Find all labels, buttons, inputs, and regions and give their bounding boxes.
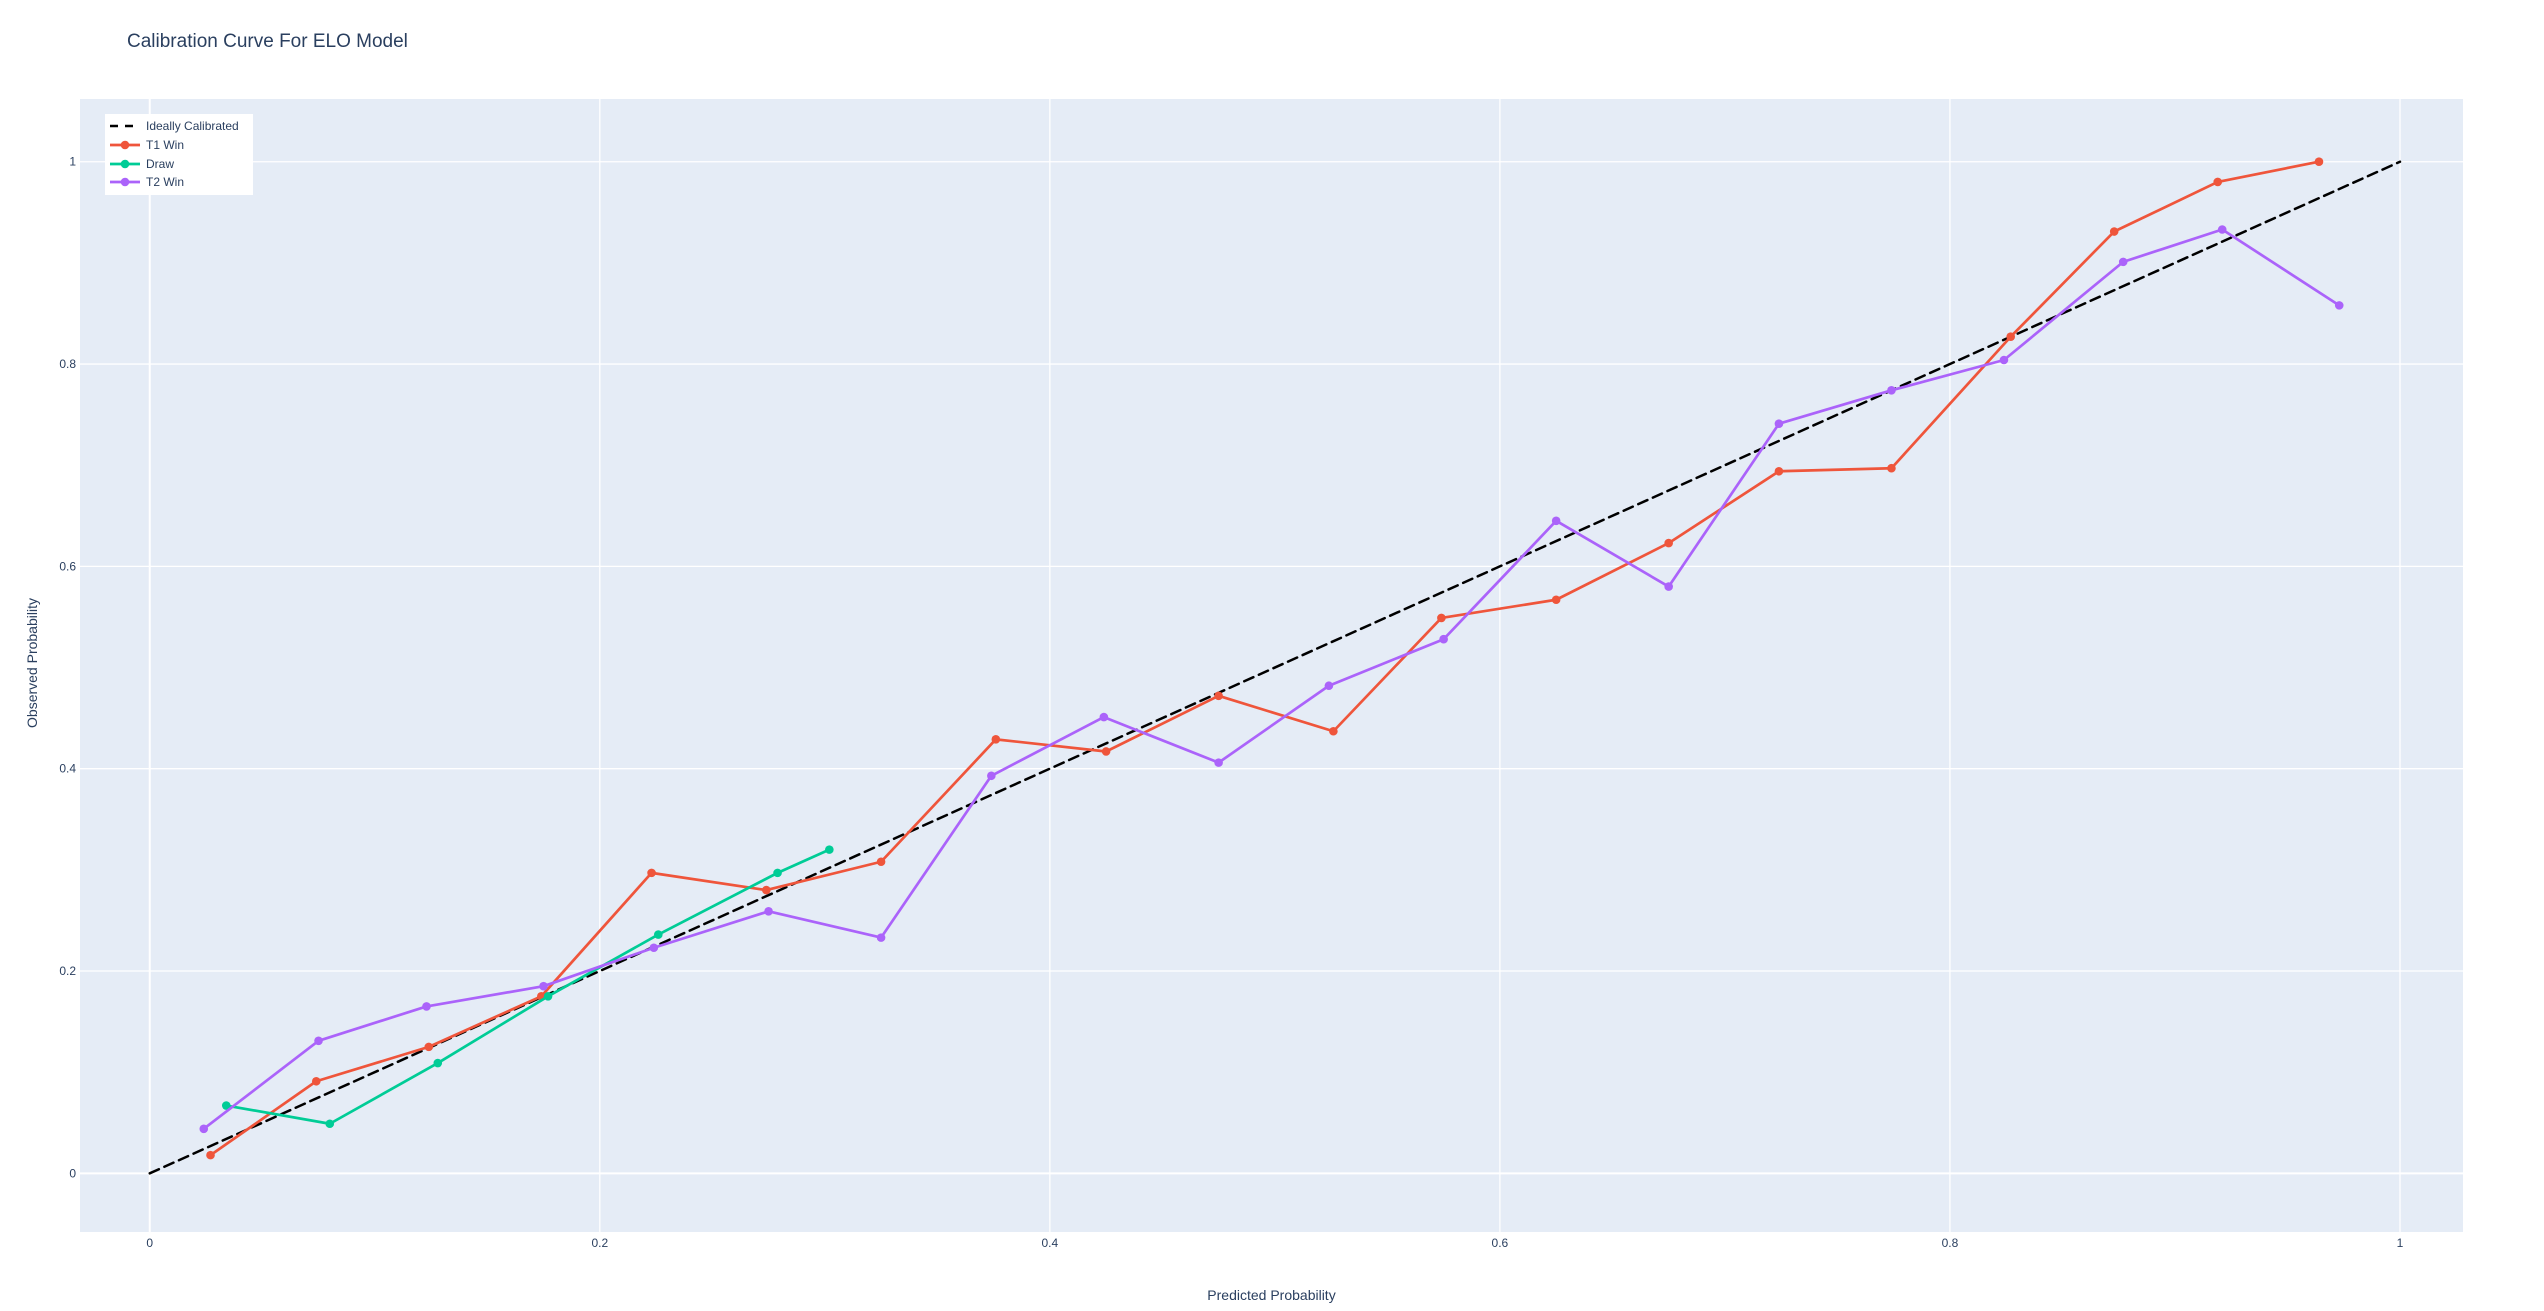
data-point-t1-win: [1214, 691, 1223, 701]
series-line-t1-win: [209, 160, 2321, 1157]
data-point-t1-win: [1774, 466, 1784, 476]
x-axis-title: Predicted Probability: [1207, 1287, 1336, 1303]
legend-sample-draw: [110, 159, 140, 169]
data-point-draw: [325, 1119, 335, 1129]
x-tick-label: 0.8: [1942, 1236, 1959, 1250]
data-point-t2-win: [1774, 419, 1784, 429]
legend-item-t1-win[interactable]: T1 Win: [110, 136, 239, 155]
data-point-t2-win: [422, 1002, 431, 1011]
data-point-t2-win: [876, 933, 886, 942]
data-point-draw: [543, 991, 553, 1001]
x-tick-label: 0.4: [1042, 1236, 1059, 1250]
data-point-t2-win: [1887, 386, 1896, 395]
data-point-draw: [654, 930, 663, 939]
data-point-t2-win: [2217, 225, 2227, 234]
data-point-t2-win: [1099, 712, 1109, 722]
data-point-t1-win: [1551, 595, 1561, 605]
data-point-t1-win: [1329, 726, 1338, 736]
data-point-t2-win: [2334, 301, 2344, 310]
data-point-t1-win: [311, 1076, 321, 1086]
data-point-t2-win: [987, 771, 996, 781]
data-point-t2-win: [199, 1124, 209, 1134]
data-point-t2-win: [1439, 634, 1448, 644]
data-point-t2-win: [649, 943, 659, 953]
x-tick-label: 0.6: [1492, 1236, 1509, 1250]
data-point-t2-win: [1999, 355, 2009, 365]
y-tick-label: 0.8: [59, 357, 76, 371]
legend-sample-t1-win: [110, 140, 140, 150]
data-point-t2-win: [1214, 758, 1223, 767]
legend-item-ideally-calibrated[interactable]: Ideally Calibrated: [110, 117, 239, 136]
legend-label-ideally-calibrated: Ideally Calibrated: [146, 119, 239, 134]
data-point-t1-win: [1101, 747, 1111, 756]
data-point-t1-win: [2213, 177, 2223, 187]
legend-item-draw[interactable]: Draw: [110, 154, 239, 173]
legend-label-draw: Draw: [146, 156, 175, 171]
y-tick-label: 0.6: [59, 559, 76, 573]
y-tick-label: 0.2: [59, 964, 76, 978]
data-point-t2-win: [1664, 582, 1673, 591]
data-point-t1-win: [206, 1150, 215, 1160]
y-tick-label: 0.4: [59, 762, 76, 776]
data-point-t2-win: [1551, 516, 1561, 526]
data-point-t1-win: [1664, 538, 1673, 548]
data-point-draw: [433, 1058, 443, 1068]
data-point-draw: [825, 845, 834, 854]
legend-label-t2-win: T2 Win: [146, 175, 185, 190]
y-tick-label: 1: [69, 155, 76, 169]
data-point-t1-win: [991, 735, 1001, 744]
plot-background: [80, 99, 2463, 1232]
series-line-t2-win: [202, 228, 2341, 1131]
legend-sample-ideally-calibrated: [110, 125, 140, 128]
data-point-t2-win: [1324, 681, 1334, 691]
x-tick-label: 0.2: [591, 1236, 608, 1250]
data-point-t1-win: [2314, 157, 2324, 167]
data-point-draw: [773, 868, 782, 878]
legend-sample-t2-win: [110, 178, 140, 187]
legend: Ideally Calibrated T1 Win Draw T2 Win: [105, 114, 253, 195]
x-tick-label: 1: [2397, 1236, 2404, 1250]
data-point-draw: [221, 1101, 231, 1110]
data-point-t1-win: [762, 885, 771, 895]
data-point-t1-win: [2109, 227, 2119, 236]
data-point-t1-win: [876, 857, 886, 867]
y-tick-label: 0: [69, 1166, 76, 1180]
data-point-t2-win: [764, 907, 773, 916]
legend-label-t1-win: T1 Win: [146, 138, 185, 153]
legend-item-t2-win[interactable]: T2 Win: [110, 173, 239, 192]
y-axis-title: Observed Probability: [24, 598, 40, 728]
data-point-t2-win: [314, 1036, 323, 1046]
data-point-t1-win: [1437, 613, 1446, 623]
data-point-t2-win: [539, 981, 548, 991]
x-tick-label: 0: [146, 1236, 153, 1250]
chart-title: Calibration Curve For ELO Model: [127, 31, 408, 52]
data-point-t1-win: [2006, 332, 2016, 342]
data-point-t1-win: [647, 868, 656, 878]
data-point-t1-win: [1887, 463, 1896, 473]
data-point-t1-win: [424, 1042, 434, 1052]
data-point-t2-win: [2118, 257, 2128, 267]
